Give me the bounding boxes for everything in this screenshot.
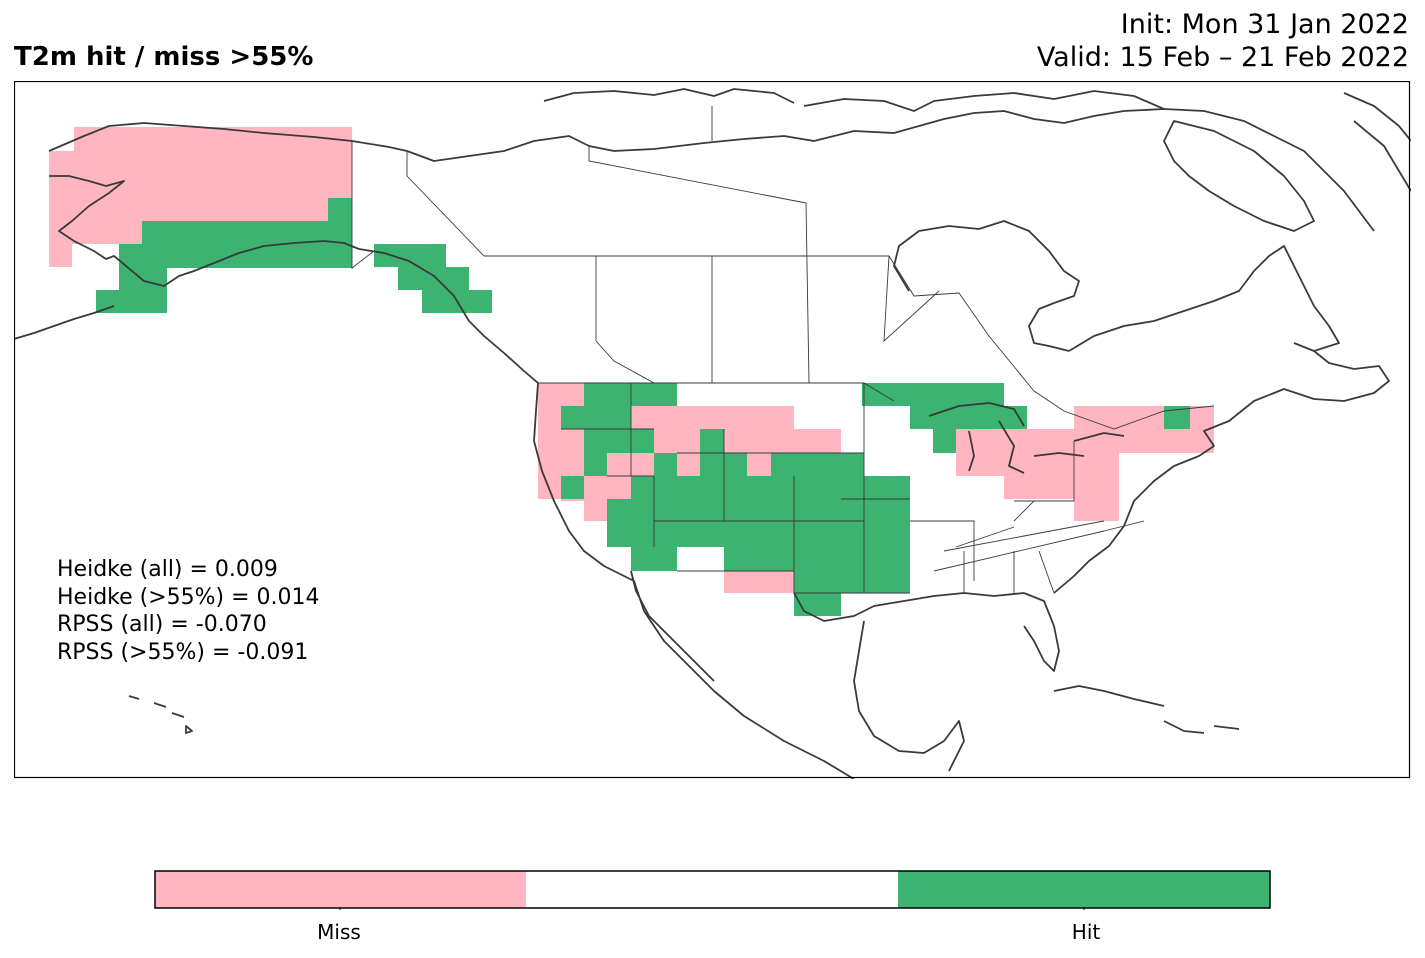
skill-scores: Heidke (all) = 0.009 Heidke (>55%) = 0.0… xyxy=(57,556,320,666)
colorbar-label-hit: Hit xyxy=(1071,920,1101,944)
colorbar-hit-swatch xyxy=(898,871,1270,908)
canada-us-border xyxy=(484,255,1215,430)
forecast-dates: Init: Mon 31 Jan 2022 Valid: 15 Feb – 21… xyxy=(1037,8,1409,74)
hit-cell xyxy=(794,521,910,616)
hit-cell xyxy=(374,244,492,313)
heidke-all: Heidke (all) = 0.009 xyxy=(57,557,278,582)
hit-cell xyxy=(96,268,167,313)
greenland-coast xyxy=(1343,92,1411,192)
gulf-coast xyxy=(793,592,1025,622)
rpss-55: RPSS (>55%) = -0.091 xyxy=(57,639,309,665)
alaska-north-coast xyxy=(48,122,408,152)
coastlines xyxy=(14,88,1411,779)
heidke-55: Heidke (>55%) = 0.014 xyxy=(57,584,320,610)
hit-miss-cells xyxy=(49,127,1214,616)
colorbar xyxy=(154,870,1271,910)
arctic-islands-2 xyxy=(803,90,1165,112)
miss-cell xyxy=(49,127,352,267)
hawaii xyxy=(128,695,193,734)
colorbar-neutral-swatch xyxy=(526,871,898,908)
hit-cell xyxy=(631,383,677,406)
rpss-all: RPSS (all) = -0.070 xyxy=(57,612,267,637)
valid-date: Valid: 15 Feb – 21 Feb 2022 xyxy=(1036,42,1409,73)
labrador-coast xyxy=(1068,245,1340,352)
map-frame xyxy=(14,81,1411,779)
hit-cell xyxy=(1164,406,1190,429)
us-state-borders xyxy=(561,383,1145,594)
hit-cell xyxy=(119,198,352,268)
mexico-gulf-coast xyxy=(853,620,965,772)
colorbar-miss-swatch xyxy=(155,871,526,908)
colorbar-label-miss: Miss xyxy=(317,920,361,944)
aleutian-islands xyxy=(14,305,115,340)
caribbean-islands xyxy=(1053,685,1240,734)
baja-california xyxy=(630,570,715,682)
hit-miss-map xyxy=(14,81,1411,779)
arctic-coast xyxy=(406,108,1375,232)
florida xyxy=(1023,592,1060,672)
map-title: T2m hit / miss >55% xyxy=(14,42,314,72)
alaska-canada-border xyxy=(351,141,375,269)
political-borders xyxy=(351,106,1215,594)
init-date: Init: Mon 31 Jan 2022 xyxy=(1120,9,1409,40)
canada-provinces xyxy=(406,106,940,384)
hit-cell xyxy=(862,383,1027,453)
great-lakes xyxy=(928,402,1125,474)
alaska-coast xyxy=(49,175,539,384)
us-east-coast xyxy=(1053,342,1390,594)
miss-cell xyxy=(956,406,1214,521)
baffin-island xyxy=(1163,120,1315,232)
arctic-islands-1 xyxy=(543,88,795,104)
colorbar-frame xyxy=(154,870,1271,909)
hudson-bay xyxy=(893,220,1080,352)
us-west-coast xyxy=(533,382,855,779)
